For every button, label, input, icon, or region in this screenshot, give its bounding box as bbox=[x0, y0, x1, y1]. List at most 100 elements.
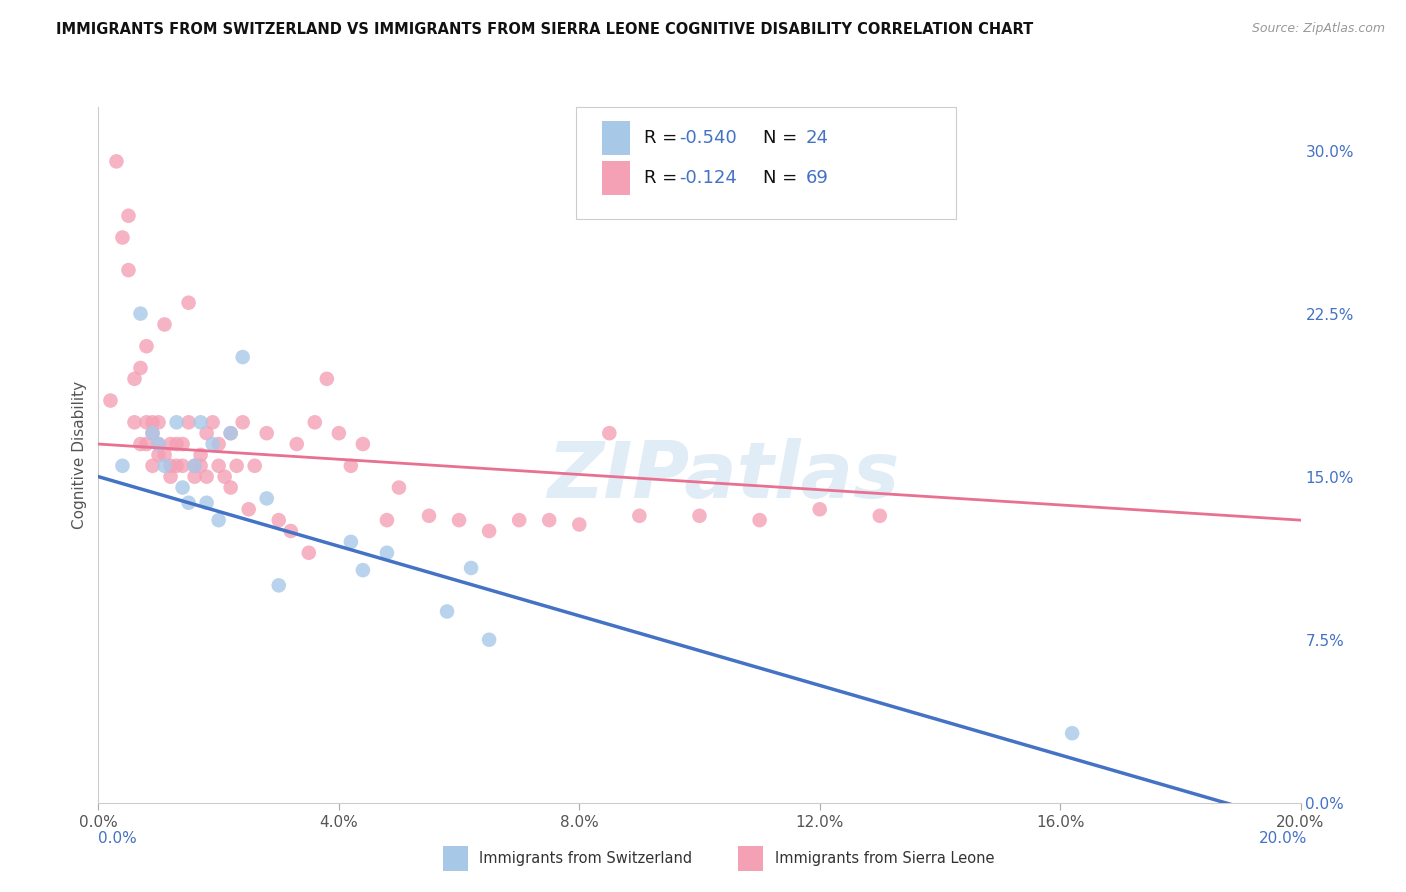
Point bbox=[219, 426, 242, 441]
Y-axis label: Cognitive Disability: Cognitive Disability bbox=[72, 381, 87, 529]
Point bbox=[135, 339, 157, 353]
Point bbox=[340, 458, 363, 473]
Point bbox=[208, 513, 231, 527]
Point bbox=[280, 524, 302, 538]
Point bbox=[129, 437, 152, 451]
Point bbox=[315, 372, 337, 386]
Point bbox=[538, 513, 561, 527]
Point bbox=[159, 458, 181, 473]
Point bbox=[1062, 726, 1084, 740]
Point bbox=[148, 437, 170, 451]
Point bbox=[243, 458, 266, 473]
Point bbox=[748, 513, 770, 527]
Point bbox=[141, 415, 163, 429]
Point bbox=[166, 437, 188, 451]
Point bbox=[447, 513, 470, 527]
Point bbox=[124, 372, 146, 386]
Point bbox=[153, 458, 176, 473]
Point bbox=[869, 508, 891, 523]
Point bbox=[183, 458, 205, 473]
Point bbox=[352, 563, 374, 577]
Point bbox=[177, 496, 200, 510]
Point bbox=[232, 350, 254, 364]
Point bbox=[201, 437, 224, 451]
Text: Source: ZipAtlas.com: Source: ZipAtlas.com bbox=[1251, 22, 1385, 36]
Text: 20.0%: 20.0% bbox=[1260, 831, 1308, 846]
Point bbox=[208, 437, 231, 451]
Point bbox=[328, 426, 350, 441]
Point bbox=[460, 561, 482, 575]
Point bbox=[418, 508, 440, 523]
Point bbox=[628, 508, 651, 523]
Point bbox=[135, 437, 157, 451]
Point bbox=[375, 546, 398, 560]
Point bbox=[219, 426, 242, 441]
Point bbox=[159, 437, 181, 451]
Point bbox=[568, 517, 591, 532]
Point bbox=[141, 426, 163, 441]
Point bbox=[340, 535, 363, 549]
Text: IMMIGRANTS FROM SWITZERLAND VS IMMIGRANTS FROM SIERRA LEONE COGNITIVE DISABILITY: IMMIGRANTS FROM SWITZERLAND VS IMMIGRANT… bbox=[56, 22, 1033, 37]
Point bbox=[201, 415, 224, 429]
Text: ZIPatlas: ZIPatlas bbox=[547, 438, 900, 514]
Point bbox=[808, 502, 831, 516]
Point bbox=[177, 415, 200, 429]
Point bbox=[117, 263, 139, 277]
Point bbox=[190, 415, 212, 429]
Point bbox=[195, 469, 218, 483]
Point bbox=[256, 491, 278, 506]
Point bbox=[177, 295, 200, 310]
Point bbox=[172, 458, 194, 473]
Point bbox=[111, 230, 134, 244]
Point bbox=[232, 415, 254, 429]
Point bbox=[148, 415, 170, 429]
Text: R =: R = bbox=[644, 129, 683, 147]
Point bbox=[190, 458, 212, 473]
Point bbox=[135, 415, 157, 429]
Point bbox=[105, 154, 128, 169]
Text: N =: N = bbox=[763, 129, 803, 147]
Point bbox=[153, 318, 176, 332]
Point bbox=[478, 524, 501, 538]
Point bbox=[238, 502, 260, 516]
Text: 69: 69 bbox=[806, 169, 828, 187]
Point bbox=[375, 513, 398, 527]
Text: Immigrants from Sierra Leone: Immigrants from Sierra Leone bbox=[775, 851, 994, 865]
Point bbox=[388, 481, 411, 495]
Point bbox=[267, 578, 290, 592]
Point bbox=[214, 469, 236, 483]
Point bbox=[298, 546, 321, 560]
Text: Immigrants from Switzerland: Immigrants from Switzerland bbox=[479, 851, 693, 865]
Text: -0.540: -0.540 bbox=[679, 129, 737, 147]
Point bbox=[183, 469, 205, 483]
Point bbox=[225, 458, 247, 473]
Point bbox=[219, 481, 242, 495]
Point bbox=[117, 209, 139, 223]
Point bbox=[183, 458, 205, 473]
Point bbox=[141, 426, 163, 441]
Point bbox=[689, 508, 711, 523]
Point bbox=[172, 437, 194, 451]
Point bbox=[129, 307, 152, 321]
Point bbox=[190, 448, 212, 462]
Point bbox=[195, 426, 218, 441]
Text: N =: N = bbox=[763, 169, 803, 187]
Point bbox=[166, 415, 188, 429]
Point bbox=[195, 496, 218, 510]
Point bbox=[208, 458, 231, 473]
Text: R =: R = bbox=[644, 169, 683, 187]
Point bbox=[129, 360, 152, 375]
Text: 24: 24 bbox=[806, 129, 828, 147]
Point bbox=[304, 415, 326, 429]
Point bbox=[100, 393, 122, 408]
Point bbox=[285, 437, 308, 451]
Point bbox=[124, 415, 146, 429]
Point bbox=[172, 481, 194, 495]
Point bbox=[508, 513, 530, 527]
Point bbox=[111, 458, 134, 473]
Point bbox=[148, 448, 170, 462]
Point bbox=[153, 448, 176, 462]
Text: -0.124: -0.124 bbox=[679, 169, 737, 187]
Point bbox=[352, 437, 374, 451]
Point bbox=[256, 426, 278, 441]
